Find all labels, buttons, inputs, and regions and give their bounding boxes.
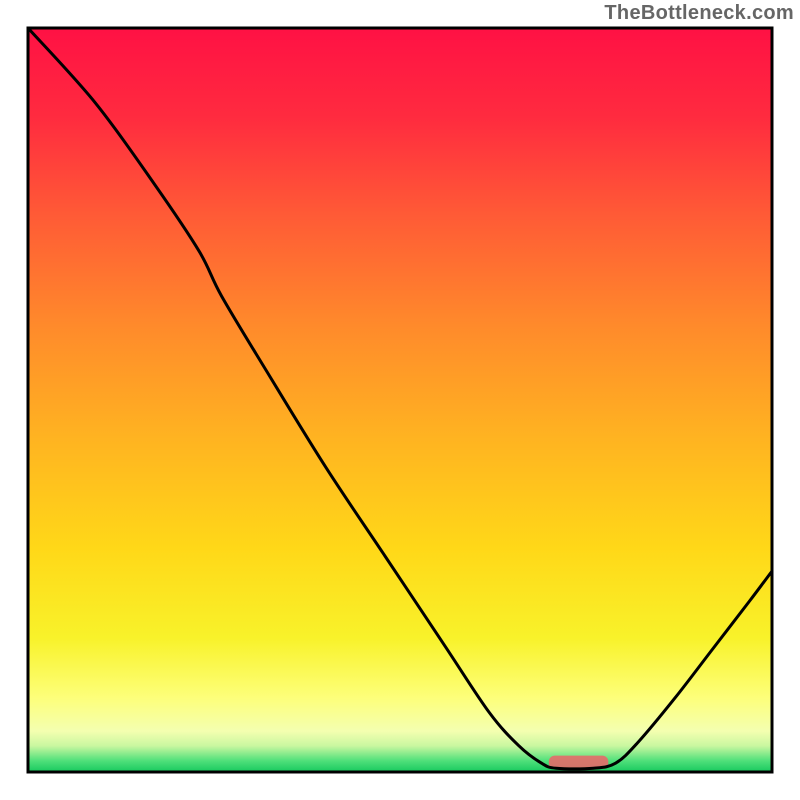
chart-container: TheBottleneck.com [0, 0, 800, 800]
chart-background [28, 28, 772, 772]
bottleneck-chart [0, 0, 800, 800]
watermark-text: TheBottleneck.com [604, 2, 794, 25]
